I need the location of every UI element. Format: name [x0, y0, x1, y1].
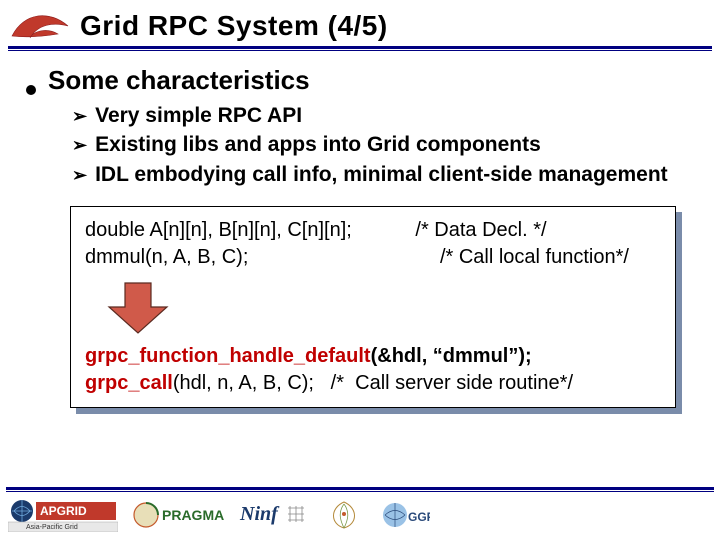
svg-text:GGF: GGF — [408, 510, 430, 524]
bullet-disc-icon — [26, 85, 36, 95]
code-fn-highlight: grpc_call — [85, 372, 173, 394]
down-arrow-icon — [105, 281, 171, 335]
section-heading: Some characteristics — [48, 65, 310, 96]
ggf-logo-icon: GGF — [380, 500, 430, 530]
sub-bullet-text: IDL embodying call info, minimal client-… — [95, 161, 668, 188]
sub-bullet: ➢ IDL embodying call info, minimal clien… — [72, 161, 694, 188]
code-comment: /* Data Decl. */ — [415, 217, 546, 244]
code-comment: /* Call local function*/ — [440, 244, 629, 271]
code-line: grpc_function_handle_default(&hdl, “dmmu… — [85, 343, 661, 370]
code-line: dmmul(n, A, B, C); /* Call local functio… — [85, 244, 661, 271]
code-comment: /* Call server side routine*/ — [314, 372, 573, 394]
chevron-icon: ➢ — [72, 164, 87, 187]
code-text: (hdl, n, A, B, C); — [173, 372, 314, 394]
footer-divider — [6, 487, 714, 492]
code-box: double A[n][n], B[n][n], C[n][n]; /* Dat… — [70, 206, 676, 408]
code-text: (&hdl, “dmmul”); — [371, 345, 532, 367]
leaf-logo-icon — [322, 498, 366, 532]
pragma-logo-icon: PRAGMA — [132, 500, 224, 530]
code-text: dmmul(n, A, B, C); — [85, 246, 248, 268]
page-title: Grid RPC System (4/5) — [80, 10, 388, 42]
sub-bullet-text: Existing libs and apps into Grid compone… — [95, 131, 541, 158]
footer-logo-row: APGRID Asia-Pacific Grid PRAGMA Ninf — [0, 496, 720, 540]
footer: APGRID Asia-Pacific Grid PRAGMA Ninf — [0, 487, 720, 540]
svg-text:Ninf: Ninf — [239, 503, 280, 525]
svg-text:Asia-Pacific Grid: Asia-Pacific Grid — [26, 524, 78, 531]
chevron-icon: ➢ — [72, 134, 87, 157]
chevron-icon: ➢ — [72, 105, 87, 128]
sub-bullet-list: ➢ Very simple RPC API ➢ Existing libs an… — [72, 102, 694, 188]
logo-swoosh-icon — [10, 8, 70, 44]
ninf-logo-icon: Ninf — [238, 500, 308, 530]
code-text: double A[n][n], B[n][n], C[n][n]; — [85, 219, 352, 241]
code-line: grpc_call(hdl, n, A, B, C); /* Call serv… — [85, 370, 661, 397]
svg-text:PRAGMA: PRAGMA — [162, 507, 224, 523]
svg-text:APGRID: APGRID — [40, 504, 87, 518]
code-spacer — [85, 271, 661, 343]
apgrid-logo-icon: APGRID Asia-Pacific Grid — [8, 498, 118, 532]
heading-row: Some characteristics — [26, 65, 694, 96]
code-box-container: double A[n][n], B[n][n], C[n][n]; /* Dat… — [70, 206, 682, 414]
title-row: Grid RPC System (4/5) — [0, 0, 720, 44]
sub-bullet: ➢ Existing libs and apps into Grid compo… — [72, 131, 694, 158]
sub-bullet-text: Very simple RPC API — [95, 102, 302, 129]
sub-bullet: ➢ Very simple RPC API — [72, 102, 694, 129]
code-line: double A[n][n], B[n][n], C[n][n]; /* Dat… — [85, 217, 661, 244]
code-fn-highlight: grpc_function_handle_default — [85, 345, 371, 367]
content-area: Some characteristics ➢ Very simple RPC A… — [0, 51, 720, 414]
